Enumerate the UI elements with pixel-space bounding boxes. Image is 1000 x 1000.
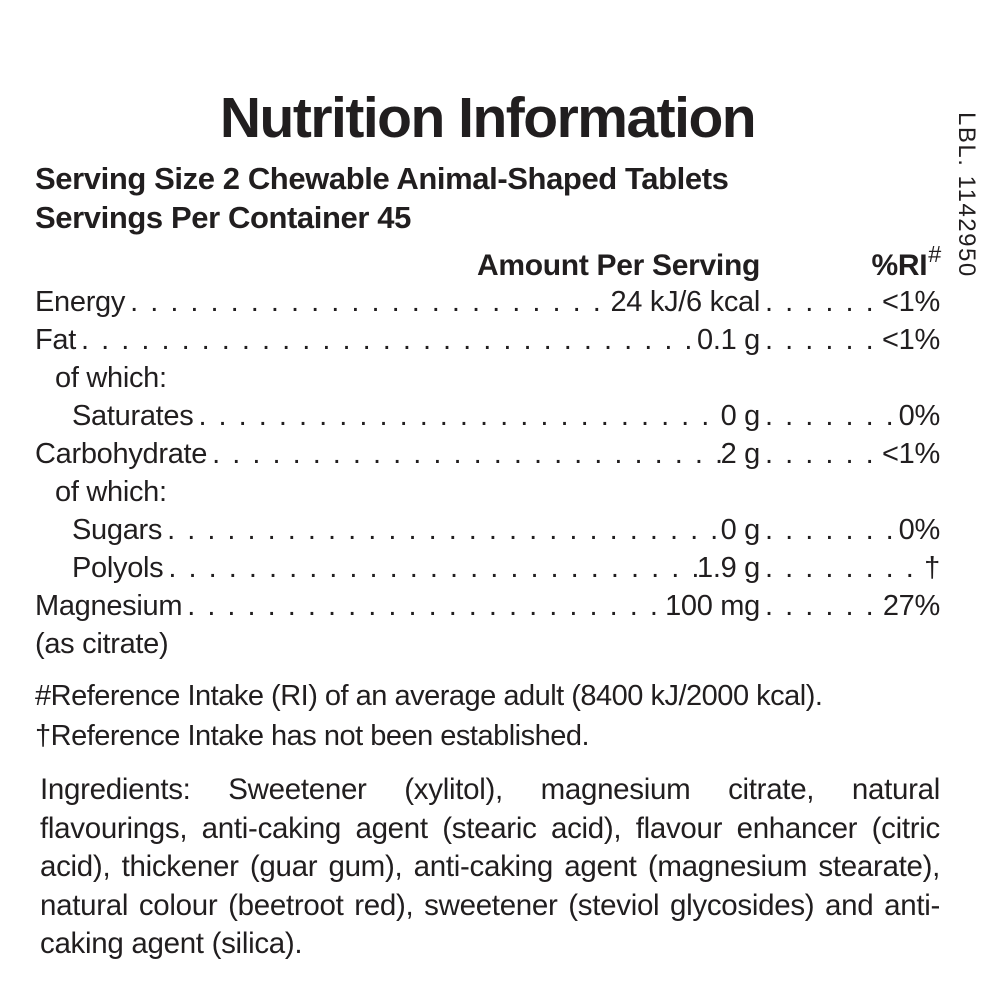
- ingredients-paragraph: Ingredients: Sweetener (xylitol), magnes…: [40, 773, 940, 960]
- dot-leader: [163, 549, 697, 587]
- nutrient-ri: <1%: [882, 324, 940, 356]
- ri-cell: <1%: [760, 435, 940, 473]
- percent-ri-header: %RI#: [871, 239, 942, 283]
- nutrient-name: Fat: [35, 324, 76, 356]
- ri-cell: 27%: [760, 587, 940, 625]
- nutrient-row-magnesium: Magnesium (as citrate) 100 mg 27%: [35, 587, 940, 663]
- dot-leader: [760, 283, 882, 321]
- nutrient-row-carbohydrate: Carbohydrate 2 g <1%: [35, 435, 940, 473]
- subgroup-row-of-which: of which:: [35, 359, 940, 397]
- dot-leader: [760, 587, 883, 625]
- nutrient-row-sugars: Sugars 0 g 0%: [35, 511, 940, 549]
- nutrient-amount: 0.1 g: [697, 324, 760, 356]
- nutrient-name: Magnesium (as citrate): [35, 590, 183, 660]
- label-title: Nutrition Information: [219, 86, 757, 150]
- ri-header-text: %RI: [871, 249, 928, 282]
- nutrient-name: Polyols: [72, 552, 164, 584]
- label-side-code: LBL. 1142950: [953, 112, 980, 278]
- dot-leader: [760, 511, 899, 549]
- subgroup-label: of which:: [55, 476, 167, 508]
- nutrient-amount: 1.9 g: [697, 552, 760, 584]
- dot-leader: [760, 549, 924, 587]
- nutrient-ri: 27%: [882, 590, 940, 622]
- servings-per-container-line: Servings Per Container 45: [35, 200, 411, 235]
- ri-header-marker: #: [928, 241, 941, 267]
- nutrient-row-saturates: Saturates 0 g 0%: [35, 397, 940, 435]
- nutrient-name: Sugars: [72, 514, 163, 546]
- column-header-row: Amount Per Serving %RI#: [35, 239, 942, 283]
- nutrient-row-fat: Fat 0.1 g <1%: [35, 321, 940, 359]
- nutrient-amount: 0 g: [720, 400, 761, 432]
- nutrient-amount: 100 mg: [665, 590, 760, 622]
- ri-cell: 0%: [760, 397, 941, 435]
- dot-leader: [125, 283, 610, 321]
- footnote-reference-intake: #Reference Intake (RI) of an average adu…: [35, 680, 823, 712]
- subgroup-label: of which:: [55, 362, 167, 394]
- ri-cell: †: [760, 549, 940, 587]
- ri-cell: 0%: [760, 511, 941, 549]
- ri-cell: <1%: [760, 321, 940, 359]
- nutrient-ri: 0%: [898, 514, 941, 546]
- dot-leader: [76, 321, 697, 359]
- ri-cell: <1%: [760, 283, 940, 321]
- nutrient-name: Energy: [35, 286, 126, 318]
- dot-leader: [760, 321, 882, 359]
- dot-leader: [193, 397, 720, 435]
- subgroup-row-of-which: of which:: [35, 473, 940, 511]
- amount-per-serving-header: Amount Per Serving: [477, 249, 760, 282]
- nutrient-name: Saturates: [72, 400, 194, 432]
- serving-size-line: Serving Size 2 Chewable Animal-Shaped Ta…: [35, 161, 729, 196]
- nutrient-name: Carbohydrate: [35, 438, 208, 470]
- footnote-not-established: †Reference Intake has not been establish…: [35, 720, 590, 752]
- nutrient-row-polyols: Polyols 1.9 g †: [35, 549, 940, 587]
- nutrient-row-energy: Energy 24 kJ/6 kcal <1%: [35, 283, 940, 321]
- nutrient-ri: <1%: [882, 438, 940, 470]
- ri-header-box: %RI#: [760, 239, 942, 283]
- nutrient-amount: 0 g: [720, 514, 761, 546]
- dot-leader: [760, 397, 899, 435]
- nutrient-ri: <1%: [882, 286, 940, 318]
- dot-leader: [760, 435, 882, 473]
- nutrient-ri: †: [924, 552, 940, 584]
- nutrient-amount: 2 g: [720, 438, 761, 470]
- dot-leader: [162, 511, 720, 549]
- label-content: Nutrition Information Serving Size 2 Che…: [35, 86, 942, 993]
- dot-leader: [207, 435, 720, 473]
- nutrient-amount: 24 kJ/6 kcal: [610, 286, 760, 318]
- footnotes: #Reference Intake (RI) of an average adu…: [35, 676, 940, 756]
- dot-leader: [182, 587, 665, 625]
- nutrient-ri: 0%: [898, 400, 941, 432]
